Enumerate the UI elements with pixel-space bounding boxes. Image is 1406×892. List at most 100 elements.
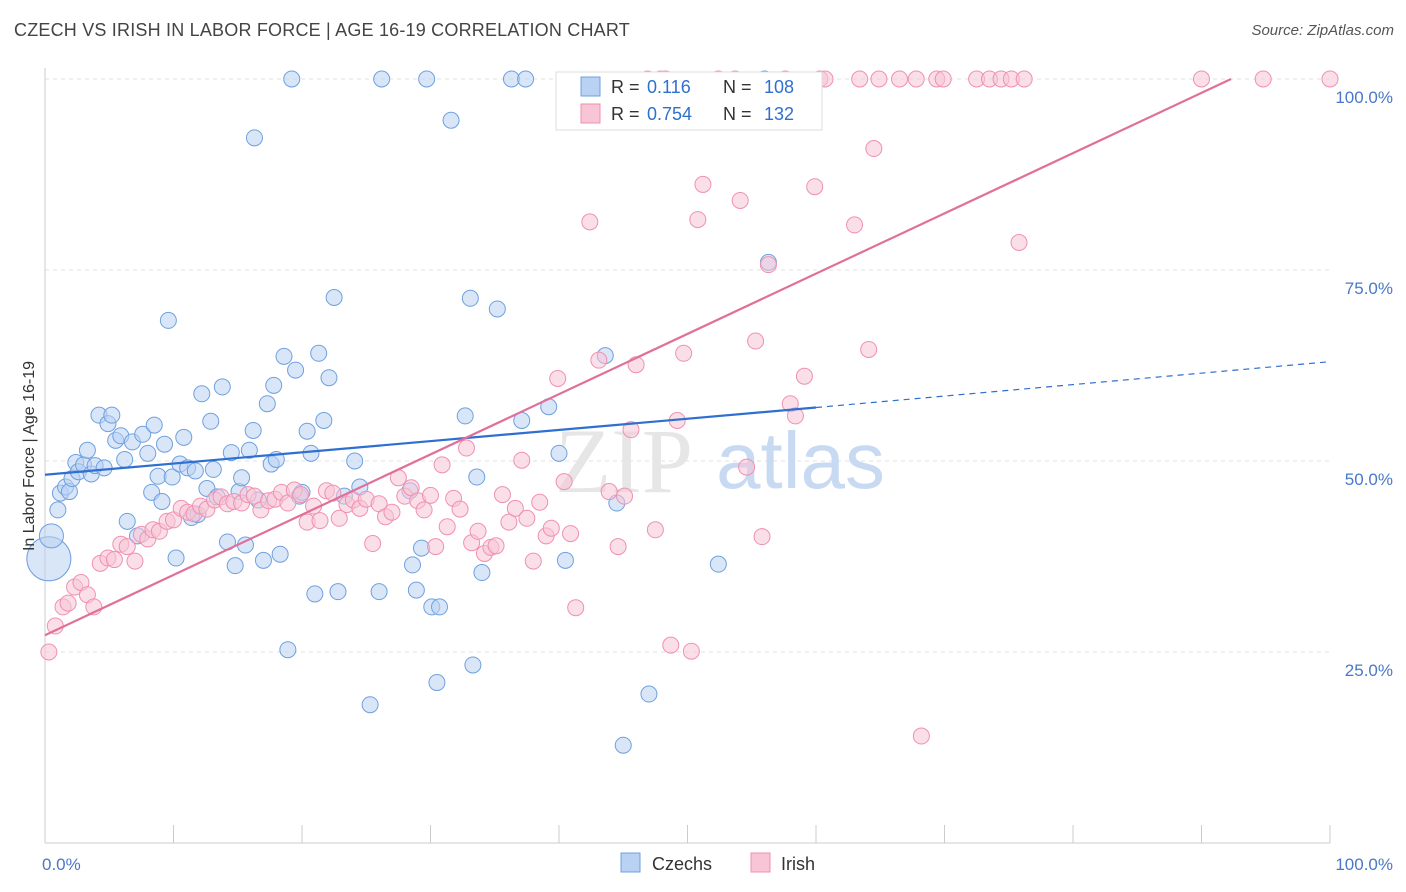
czechs-point-30 xyxy=(159,311,177,329)
irish-point-66 xyxy=(469,522,487,540)
czechs-point-88 xyxy=(430,598,448,616)
czechs-point-98 xyxy=(517,70,535,88)
czechs-point-34 xyxy=(175,428,193,446)
legend-r-label-irish: R = xyxy=(611,104,640,124)
irish-point-79 xyxy=(549,369,567,387)
y-tick-label-2: 75.0% xyxy=(1345,279,1393,298)
irish-point-69 xyxy=(487,537,505,555)
czechs-point-49 xyxy=(233,469,251,487)
czechs-point-69 xyxy=(306,585,324,603)
czechs-point-83 xyxy=(407,581,425,599)
irish-point-88 xyxy=(622,421,640,439)
czechs-point-71 xyxy=(315,412,333,430)
czechs-point-94 xyxy=(473,564,491,582)
irish-point-87 xyxy=(616,487,634,505)
legend: R = 0.116 N = 108 R = 0.754 N = 132 xyxy=(555,71,823,131)
irish-point-61 xyxy=(438,518,456,536)
czechs-point-55 xyxy=(254,551,272,569)
czechs-point-16 xyxy=(103,406,121,424)
irish-point-73 xyxy=(513,451,531,469)
czechs-point-41 xyxy=(202,412,220,430)
irish-point-128 xyxy=(1010,233,1028,251)
irish-point-76 xyxy=(531,493,549,511)
czechs-point-52 xyxy=(244,421,262,439)
irish-point-110 xyxy=(795,367,813,385)
irish-point-59 xyxy=(427,538,445,556)
czechs-point-2 xyxy=(49,501,67,519)
czechs-point-74 xyxy=(329,583,347,601)
czechs-point-24 xyxy=(139,444,157,462)
czechs-point-96 xyxy=(502,70,520,88)
czechs-point-90 xyxy=(456,407,474,425)
irish-point-116 xyxy=(860,340,878,358)
czechs-point-28 xyxy=(153,492,171,510)
legend-n-label-irish: N = xyxy=(723,104,752,124)
irish-point-52 xyxy=(383,503,401,521)
irish-point-132 xyxy=(1321,70,1339,88)
czechs-point-73 xyxy=(325,289,343,307)
irish-point-94 xyxy=(662,636,680,654)
czechs-point-46 xyxy=(222,444,240,462)
x-tick-label-0: 0.0% xyxy=(42,855,81,874)
irish-point-102 xyxy=(731,191,749,209)
irish-point-74 xyxy=(518,509,536,527)
irish-point-120 xyxy=(907,70,925,88)
legend-n-value-irish: 132 xyxy=(764,104,794,124)
czechs-point-60 xyxy=(271,545,289,563)
irish-point-10 xyxy=(105,551,123,569)
irish-point-99 xyxy=(694,175,712,193)
czechs-point-67 xyxy=(298,422,316,440)
y-tick-label-3: 100.0% xyxy=(1335,88,1393,107)
czechs-point-14 xyxy=(95,459,113,477)
irish-point-97 xyxy=(682,642,700,660)
irish-point-117 xyxy=(865,140,883,158)
czechs-point-82 xyxy=(404,556,422,574)
czechs-point-79 xyxy=(370,583,388,601)
chart-title: CZECH VS IRISH IN LABOR FORCE | AGE 16-1… xyxy=(14,20,630,40)
czechs-point-27 xyxy=(149,467,167,485)
czechs-point-26 xyxy=(145,416,163,434)
irish-point-57 xyxy=(415,501,433,519)
czechs-point-62 xyxy=(279,641,297,659)
bottom-legend-label-irish: Irish xyxy=(781,854,815,874)
irish-point-123 xyxy=(934,70,952,88)
czechs-point-39 xyxy=(193,385,211,403)
irish-point-38 xyxy=(292,486,310,504)
czechs-point-85 xyxy=(418,70,436,88)
czechs-point-23 xyxy=(134,425,152,443)
czechs-point-47 xyxy=(226,557,244,575)
legend-r-value-czechs: 0.116 xyxy=(647,77,691,97)
czechs-point-89 xyxy=(442,111,460,129)
czechs-point-56 xyxy=(258,395,276,413)
czechs-point-76 xyxy=(346,452,364,470)
czechs-point-63 xyxy=(283,70,301,88)
czechs-point-64 xyxy=(287,361,305,379)
czechs-point-31 xyxy=(163,468,181,486)
irish-point-96 xyxy=(675,344,693,362)
irish-point-98 xyxy=(689,211,707,229)
bottom-legend-label-czechs: Czechs xyxy=(652,854,712,874)
irish-point-64 xyxy=(457,439,475,457)
points xyxy=(26,70,1339,754)
bottom-legend: Czechs Irish xyxy=(620,852,815,874)
czechs-point-44 xyxy=(213,378,231,396)
irish-point-111 xyxy=(806,178,824,196)
irish-point-115 xyxy=(851,70,869,88)
irish-trend-line xyxy=(44,78,1232,637)
czechs-point-105 xyxy=(640,685,658,703)
czechs-point-58 xyxy=(265,376,283,394)
legend-n-value-czechs: 108 xyxy=(764,77,794,97)
czechs-point-78 xyxy=(361,696,379,714)
y-tick-label-0: 25.0% xyxy=(1345,661,1393,680)
irish-point-12 xyxy=(118,538,136,556)
czechs-point-92 xyxy=(464,656,482,674)
irish-point-105 xyxy=(753,528,771,546)
irish-point-84 xyxy=(590,351,608,369)
czechs-point-68 xyxy=(302,444,320,462)
czechs-point-87 xyxy=(428,674,446,692)
czechs-point-104 xyxy=(614,736,632,754)
source-label: Source: ZipAtlas.com xyxy=(1251,22,1394,39)
irish-point-114 xyxy=(846,216,864,234)
irish-point-129 xyxy=(1015,70,1033,88)
irish-point-63 xyxy=(451,500,469,518)
